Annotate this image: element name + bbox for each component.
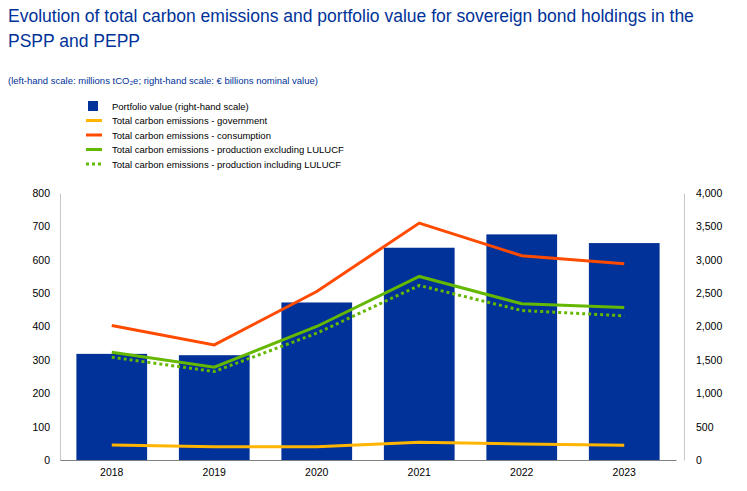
- tick-label: 4,000: [696, 187, 722, 199]
- tick-label: 200: [32, 387, 50, 399]
- line: [112, 276, 624, 367]
- tick-label: 300: [32, 354, 50, 366]
- bar: [486, 234, 557, 460]
- legend-label: Total carbon emissions - production incl…: [112, 159, 341, 170]
- bar: [589, 243, 660, 460]
- legend-swatch: [86, 163, 102, 166]
- legend-swatch: [86, 134, 102, 137]
- legend-label: Total carbon emissions - government: [112, 115, 268, 126]
- bar: [384, 248, 455, 460]
- tick-label: 2,000: [696, 320, 722, 332]
- legend-item: Total carbon emissions - consumption: [86, 130, 271, 141]
- x-axis: 2018 2019 2020 2021 2022 2023: [61, 460, 677, 478]
- legend-label: Total carbon emissions - production excl…: [112, 144, 344, 155]
- tick-label: 500: [32, 287, 50, 299]
- legend-item: Total carbon emissions - production excl…: [86, 144, 344, 155]
- tick: 2,000: [684, 320, 722, 332]
- tick: 2020: [305, 460, 329, 478]
- tick: 2021: [408, 460, 432, 478]
- tick: 0: [684, 454, 702, 466]
- tick: 3,000: [684, 254, 722, 266]
- tick: 400: [32, 320, 60, 332]
- legend-swatch: [86, 119, 102, 122]
- tick-label: 2,500: [696, 287, 722, 299]
- tick-label: 0: [696, 454, 702, 466]
- legend-label: Total carbon emissions - consumption: [112, 130, 271, 141]
- tick: 4,000: [684, 187, 722, 199]
- y-axis: 0 100 200 300 400 500 600 700 800: [32, 187, 60, 466]
- legend-item: Total carbon emissions - government: [86, 115, 268, 126]
- axis-line: [60, 194, 61, 461]
- tick-label: 3,500: [696, 220, 722, 232]
- tick: 3,500: [684, 220, 722, 232]
- tick-label: 2019: [203, 466, 227, 478]
- legend-item: Total carbon emissions - production incl…: [86, 159, 341, 170]
- tick: 2019: [203, 460, 227, 478]
- legend: Portfolio value (right-hand scale) Total …: [86, 101, 344, 170]
- tick-label: 500: [696, 420, 714, 432]
- tick: 0: [44, 454, 60, 466]
- tick: 2023: [613, 460, 637, 478]
- tick-label: 3,000: [696, 254, 722, 266]
- tick: 600: [32, 254, 60, 266]
- y2-axis: 0 500 1,000 1,500 2,000 2,500 3,000 3,500 4,000: [684, 187, 722, 466]
- tick: 500: [32, 287, 60, 299]
- tick-label: 2018: [100, 466, 124, 478]
- legend-swatch: [88, 101, 98, 111]
- tick: 100: [32, 420, 60, 432]
- tick-label: 2021: [408, 466, 432, 478]
- tick-label: 0: [44, 454, 50, 466]
- tick-label: 800: [32, 187, 50, 199]
- line: [112, 223, 624, 345]
- tick: 800: [32, 187, 60, 199]
- legend-swatch: [86, 148, 102, 151]
- axis-line: [61, 460, 677, 461]
- line: [112, 285, 624, 371]
- chart-svg: (left-hand scale: millions tCO₂e; right-…: [0, 0, 747, 491]
- tick-label: 600: [32, 254, 50, 266]
- tick: 1,500: [684, 354, 722, 366]
- plot-marks: [76, 223, 659, 460]
- legend-label: Portfolio value (right-hand scale): [112, 101, 249, 112]
- tick-label: 400: [32, 320, 50, 332]
- tick: 700: [32, 220, 60, 232]
- tick: 1,000: [684, 387, 722, 399]
- axis-line: [684, 194, 685, 461]
- line: [112, 442, 624, 446]
- legend-item: Portfolio value (right-hand scale): [88, 101, 249, 112]
- tick-label: 2023: [613, 466, 637, 478]
- tick: 200: [32, 387, 60, 399]
- tick-label: 2022: [510, 466, 534, 478]
- tick: 500: [684, 420, 714, 432]
- chart-title: Evolution of total carbon emissions and …: [8, 4, 743, 54]
- tick-label: 1,000: [696, 387, 722, 399]
- tick-label: 700: [32, 220, 50, 232]
- tick: 2,500: [684, 287, 722, 299]
- tick-label: 100: [32, 420, 50, 432]
- tick: 2018: [100, 460, 124, 478]
- tick: 300: [32, 354, 60, 366]
- chart-subtitle: (left-hand scale: millions tCO₂e; right-…: [8, 75, 318, 86]
- tick-label: 1,500: [696, 354, 722, 366]
- tick: 2022: [510, 460, 534, 478]
- tick-label: 2020: [305, 466, 329, 478]
